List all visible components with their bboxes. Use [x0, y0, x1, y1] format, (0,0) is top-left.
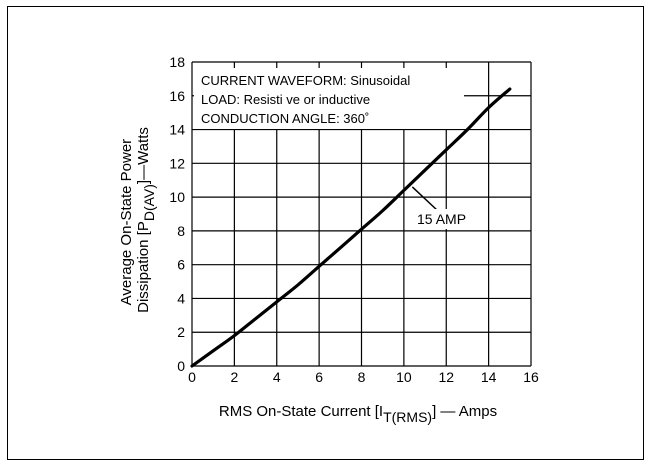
- x-tick-label: 16: [523, 369, 539, 385]
- x-tick-label: 14: [481, 369, 497, 385]
- y-tick-label: 6: [177, 257, 185, 273]
- series-label-leader: [411, 186, 439, 212]
- tick-labels: 0 2 4 6 8 10 12 14 16 0 2 4 6 8 10 12 14 16 18: [169, 54, 539, 385]
- annotation-waveform: CURRENT WAVEFORM: Sinusoidal: [201, 73, 410, 88]
- y-tick-label: 16: [169, 88, 185, 104]
- y-tick-label: 10: [169, 189, 185, 205]
- y-tick-label: 4: [177, 290, 185, 306]
- grid: [191, 61, 532, 367]
- x-axis-label: RMS On-State Current [IT(RMS)] — Amps: [219, 403, 497, 425]
- y-tick-label: 8: [177, 223, 185, 239]
- x-tick-label: 8: [358, 369, 366, 385]
- series-label-bg: [412, 209, 482, 229]
- x-tick-label: 0: [188, 369, 196, 385]
- x-tick-label: 4: [273, 369, 281, 385]
- annotation-box: CURRENT WAVEFORM: Sinusoidal LOAD: Resis…: [194, 68, 464, 129]
- x-tick-label: 2: [230, 369, 238, 385]
- y-tick-label: 0: [177, 358, 185, 374]
- series-line-15amp: [190, 87, 512, 368]
- y-tick-label: 2: [177, 324, 185, 340]
- x-tick-label: 6: [315, 369, 323, 385]
- y-tick-label: 14: [169, 122, 185, 138]
- y-axis-label: Average On-State Power Dissipation [PD(A…: [118, 127, 157, 313]
- y-tick-label: 18: [169, 54, 185, 70]
- y-tick-label: 12: [169, 155, 185, 171]
- x-tick-label: 12: [438, 369, 454, 385]
- figure-frame: [7, 6, 644, 460]
- x-tick-label: 10: [396, 369, 412, 385]
- annotation-load: LOAD: Resisti ve or inductive: [201, 92, 370, 107]
- annotation-conduction-angle: CONDUCTION ANGLE: 360˚: [201, 111, 369, 126]
- series-label-15amp: 15 AMP: [417, 211, 466, 227]
